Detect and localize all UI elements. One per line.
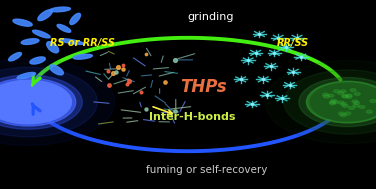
Ellipse shape <box>30 57 45 64</box>
Text: RR/SS: RR/SS <box>277 39 309 48</box>
Ellipse shape <box>50 7 70 12</box>
Ellipse shape <box>57 24 71 32</box>
Circle shape <box>338 101 344 104</box>
Ellipse shape <box>70 13 80 25</box>
Circle shape <box>354 92 360 95</box>
Circle shape <box>366 110 372 113</box>
Text: Inter-H-bonds: Inter-H-bonds <box>149 112 235 122</box>
Circle shape <box>346 95 352 98</box>
Circle shape <box>323 95 329 98</box>
Circle shape <box>328 94 334 97</box>
Text: grinding: grinding <box>187 12 234 22</box>
Circle shape <box>346 94 352 97</box>
Text: RS or RR/SS: RS or RR/SS <box>50 39 115 48</box>
Circle shape <box>340 114 346 117</box>
Circle shape <box>359 105 365 108</box>
Ellipse shape <box>17 72 35 79</box>
Circle shape <box>310 83 376 121</box>
Circle shape <box>0 80 71 124</box>
Circle shape <box>329 101 335 104</box>
Circle shape <box>342 105 348 108</box>
Ellipse shape <box>59 39 83 44</box>
Circle shape <box>334 90 340 93</box>
Circle shape <box>340 90 346 93</box>
Circle shape <box>284 70 376 134</box>
Ellipse shape <box>9 53 21 61</box>
Ellipse shape <box>49 65 64 75</box>
Circle shape <box>323 93 329 96</box>
Circle shape <box>349 106 355 109</box>
Circle shape <box>354 101 360 105</box>
Ellipse shape <box>47 42 59 53</box>
Circle shape <box>343 95 349 98</box>
Circle shape <box>333 101 339 104</box>
Circle shape <box>299 77 376 127</box>
Circle shape <box>306 81 376 123</box>
Ellipse shape <box>33 30 50 38</box>
Text: fuming or self-recovery: fuming or self-recovery <box>146 165 267 175</box>
Circle shape <box>0 75 82 129</box>
Ellipse shape <box>13 19 32 26</box>
Circle shape <box>341 102 347 105</box>
Circle shape <box>0 67 97 137</box>
Circle shape <box>353 104 359 107</box>
Circle shape <box>0 78 76 126</box>
Circle shape <box>352 100 358 103</box>
Ellipse shape <box>38 10 52 21</box>
Circle shape <box>331 99 337 102</box>
Circle shape <box>345 112 351 115</box>
Text: THPs: THPs <box>180 78 226 96</box>
Circle shape <box>338 92 344 95</box>
Circle shape <box>330 102 336 105</box>
Ellipse shape <box>73 54 92 59</box>
Circle shape <box>370 100 376 103</box>
Circle shape <box>350 89 356 92</box>
Circle shape <box>341 95 347 98</box>
Circle shape <box>338 112 344 115</box>
Circle shape <box>0 59 115 146</box>
Circle shape <box>265 60 376 144</box>
Ellipse shape <box>21 39 39 44</box>
